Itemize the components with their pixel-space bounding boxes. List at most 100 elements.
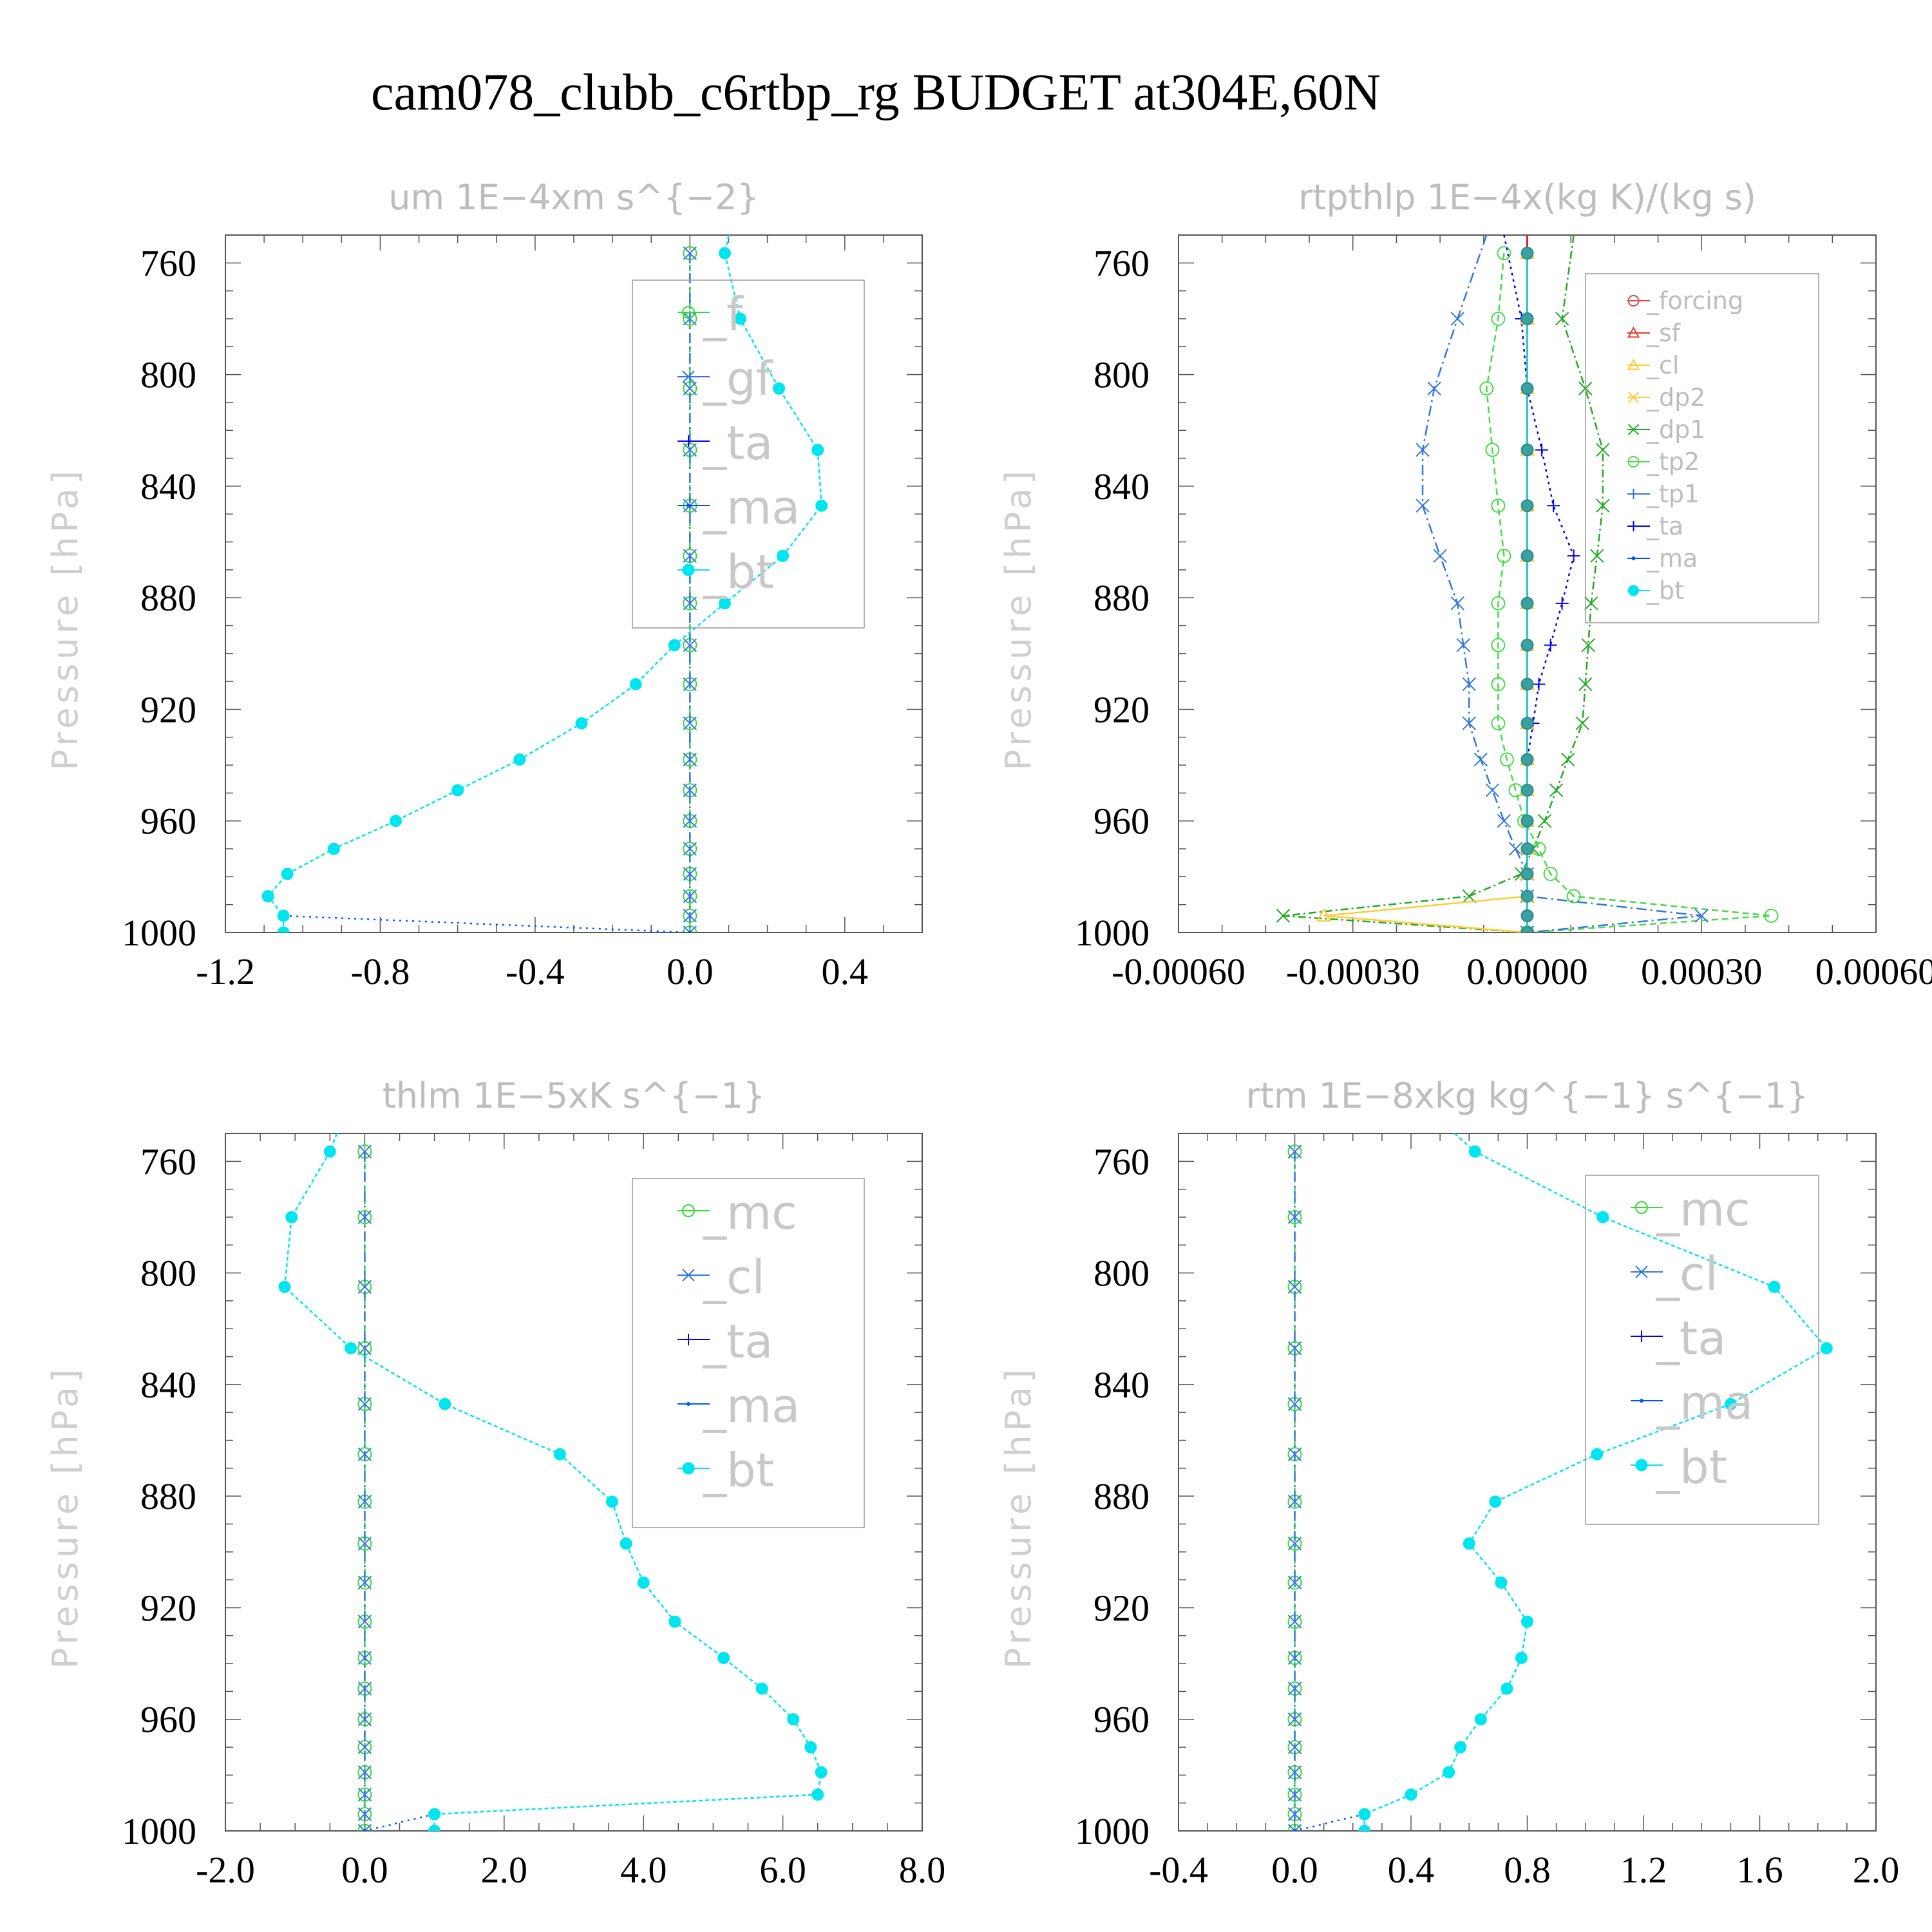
y-tick-label: 880 [140,1475,196,1517]
y-tick-label: 760 [1094,1141,1150,1182]
data-point-ta [1555,596,1569,610]
chart-panel-3: thlm 1E−5xK s^{−1} Pressure [hPa] 760 800 84… [45,1075,945,1891]
legend-marker [1627,392,1640,403]
data-point-cl [1287,1807,1302,1821]
legend-marker [1628,521,1639,531]
data-point-bt [345,1342,357,1355]
legend-label: _cl [1646,351,1679,379]
data-point-tp2 [1491,716,1506,731]
data-point-gf [683,842,697,856]
data-point-gf [683,783,697,797]
data-point-tp1 [1473,752,1488,767]
chart-panel-4: rtm 1E−8xkg kg^{−1} s^{−1} Pressure [hPa]… [998,1075,1899,1891]
data-point-bt [428,1808,441,1821]
legend-label: _f [703,287,744,341]
data-point-bt [1520,717,1534,730]
series-line-tp2 [1486,253,1772,933]
y-tick-label: 920 [1094,1587,1150,1629]
data-point-bt [1468,1145,1481,1158]
y-tick-label: 1000 [1075,912,1150,954]
legend-marker [683,435,694,447]
series-line-ta [1503,235,1575,933]
legend-label: _bt [703,1443,774,1497]
data-point-cl [1287,1651,1302,1665]
legend-label: _dp2 [1646,383,1705,412]
legend-marker [1627,326,1640,338]
legend-label: _cl [1656,1247,1718,1301]
legend-label: _ma [1646,544,1698,573]
data-point-dp1 [1555,312,1569,326]
data-point-tp2 [1531,842,1546,857]
panel-title: um 1E−4xm s^{−2} [388,177,759,218]
data-point-cl [357,1765,372,1779]
data-point-bt [278,1280,291,1293]
data-point-bt [1520,784,1534,797]
legend-marker [687,1402,690,1406]
series-line-ma [365,1813,435,1831]
legend-label: _ma [703,480,800,535]
data-point-bt [718,597,731,610]
data-point-bt [1596,1211,1609,1224]
legend-label: _tp2 [1646,448,1700,476]
legend-label: _ma [703,1379,800,1433]
data-point-bt [1495,1576,1508,1589]
data-point-bt [575,717,588,730]
legend-marker [1635,1201,1648,1214]
y-tick-label: 1000 [122,1810,196,1852]
x-tick-label: 0.8 [1504,1849,1551,1891]
legend-marker [1635,1265,1648,1278]
x-tick-label: 0.0 [1271,1849,1318,1891]
legend: _mc _cl _ta _ma _bt [1585,1175,1819,1525]
data-point-bt [1591,1448,1604,1461]
data-point-bt [1520,889,1534,903]
legend-label: _gf [703,352,773,406]
data-point-bt [718,247,731,260]
data-point-bt [1405,1788,1417,1801]
legend-label: _mc [1656,1182,1750,1236]
y-tick-label: 800 [140,354,196,396]
data-point-bt [1520,926,1534,933]
data-point-cl [357,1651,372,1665]
data-point-bt [773,382,786,395]
y-tick-label: 920 [140,688,196,730]
data-point-tp2 [1485,442,1500,457]
y-tick-label: 1000 [1075,1810,1150,1852]
data-point-cl [357,1824,372,1831]
data-point-gf [683,752,697,767]
data-point-tp1 [1508,842,1523,856]
data-point-bt [1520,842,1534,856]
legend-label: _mc [703,1186,797,1240]
data-point-gf [683,814,697,828]
data-point-cl [1287,1280,1302,1294]
data-point-tp2 [1491,498,1506,513]
data-point-bt [1474,1713,1487,1726]
legend-marker [683,1334,694,1345]
legend-label: _bt [1656,1440,1727,1494]
data-point-cl [1287,1210,1302,1224]
data-point-bt [1521,1615,1533,1628]
data-point-f [683,925,697,933]
data-point-dp1 [1575,716,1589,730]
legend-label: _bt [703,545,774,599]
y-axis-label: Pressure [hPa] [998,1365,1039,1669]
x-tick-label: -0.00060 [1112,951,1245,992]
data-point-bt [1463,1537,1475,1550]
data-point-bt [815,499,828,512]
x-tick-label: 0.00000 [1466,951,1588,992]
data-point-dp1 [1590,549,1604,563]
y-tick-label: 960 [1094,1699,1150,1741]
legend: _mc _cl _ta _ma _bt [632,1178,865,1528]
data-point-bt [1724,1397,1737,1410]
data-point-tp2 [1566,889,1581,904]
data-point-dp1 [1596,442,1610,457]
legend-label: _tp1 [1646,480,1700,508]
data-point-ma [363,1829,367,1831]
data-point-tp1 [1485,783,1500,797]
data-point-bt [787,1713,800,1726]
legend-marker [1636,1331,1647,1342]
legend-label: _ta [703,416,773,470]
panel-title: thlm 1E−5xK s^{−1} [383,1075,765,1116]
x-tick-label: -1.2 [196,951,255,992]
y-tick-label: 920 [1094,688,1150,730]
